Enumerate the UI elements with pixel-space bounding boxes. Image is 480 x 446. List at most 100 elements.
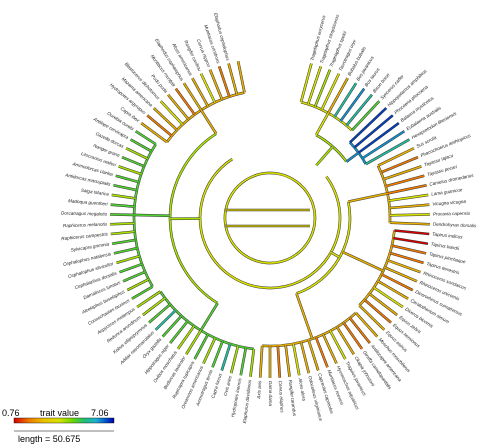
tip-branch-0 — [300, 63, 313, 103]
legend-color-bar — [13, 417, 115, 424]
tip-branch-79 — [121, 156, 145, 168]
stem-b — [330, 251, 341, 259]
tip-branch-49 — [249, 348, 255, 377]
tip-branch-3 — [320, 73, 340, 111]
tip-branch-51 — [230, 345, 239, 374]
tip-branch-59 — [162, 315, 183, 338]
tip-branch-86 — [160, 100, 184, 126]
tip-branch-16 — [383, 165, 422, 181]
tip-branch-29 — [381, 273, 414, 291]
tip-label: Raphicerus campestris — [61, 231, 109, 241]
backbone-4 — [199, 158, 341, 289]
tip-branch-27 — [387, 259, 421, 273]
tip-branch-62 — [142, 297, 166, 316]
group-stem-5 — [200, 302, 219, 331]
tip-branch-21 — [389, 213, 430, 217]
legend: 0.76 trait value 7.06 length = 50.675 — [2, 408, 115, 444]
root-lines — [225, 208, 310, 228]
tip-branch-22 — [389, 221, 430, 226]
tip-label: Cervus elaphus — [278, 381, 285, 414]
tip-label: Raphicerus melanotis — [63, 222, 108, 229]
tip-branch-75 — [111, 194, 136, 200]
tip-branch-23 — [394, 229, 430, 235]
tip-branch-20 — [389, 203, 430, 209]
tip-branch-10 — [353, 114, 394, 149]
legend-title: trait value — [40, 408, 79, 418]
tip-branch-85 — [153, 107, 178, 131]
legend-max-label: 7.06 — [91, 408, 109, 418]
tip-branch-78 — [118, 165, 142, 175]
tip-branch-30 — [377, 280, 409, 300]
root-arc — [224, 202, 229, 234]
tip-branch-8 — [351, 100, 380, 131]
tip-label: Capra hircus — [210, 372, 223, 399]
tip-label: Alces alces — [297, 377, 306, 402]
tip-branch-53 — [211, 340, 224, 368]
tip-branch-50 — [239, 347, 247, 376]
tip-branch-58 — [169, 320, 189, 344]
tip-branch-32 — [368, 293, 398, 316]
tip-branch-60 — [155, 309, 177, 331]
tip-branch-82 — [135, 130, 157, 145]
tip-branch-1 — [307, 66, 322, 105]
tip-label: Dendrohyrax dorsalis — [433, 222, 477, 229]
group-stem-0 — [315, 112, 329, 136]
tip-branch-24 — [393, 237, 429, 245]
tip-branch-74 — [110, 203, 135, 208]
tip-branch-11 — [358, 122, 400, 154]
legend-min-label: 0.76 — [2, 408, 20, 418]
tip-label: Tapirus bairdii — [431, 241, 461, 251]
tip-branch-61 — [148, 303, 171, 324]
tip-branch-87 — [167, 94, 190, 120]
tip-branch-12 — [361, 130, 405, 159]
tip-branch-6 — [339, 88, 365, 122]
tip-branch-72 — [110, 222, 135, 226]
root-loop — [226, 172, 316, 264]
tip-branch-5 — [333, 82, 357, 118]
tip-branch-42 — [307, 339, 320, 371]
tip-branch-18 — [387, 184, 427, 195]
backbone-1 — [315, 134, 348, 163]
tip-branch-45 — [284, 344, 291, 377]
tip-branch-13 — [365, 138, 410, 165]
tip-label: Dama dama — [268, 381, 273, 406]
tip-label: Procavia capensis — [433, 211, 471, 217]
tip-branch-68 — [116, 255, 140, 264]
tip-branch-52 — [220, 343, 231, 371]
tip-branch-4 — [327, 77, 349, 114]
tip-branch-57 — [177, 325, 195, 350]
tip-branch-64 — [131, 285, 154, 300]
tip-branch-54 — [202, 337, 216, 364]
tip-branch-84 — [146, 114, 173, 137]
tip-branch-43 — [300, 341, 310, 374]
group-stem-4 — [295, 293, 314, 340]
tip-branch-31 — [373, 286, 404, 308]
tip-branch-66 — [122, 271, 146, 283]
tip-branch-70 — [111, 239, 136, 245]
tip-branch-34 — [358, 304, 385, 331]
tip-branch-7 — [345, 94, 373, 127]
group-stem-3 — [342, 251, 384, 272]
tip-branch-67 — [119, 263, 143, 273]
tip-label: Saiga tatarica — [81, 188, 110, 197]
group-stem-6 — [134, 214, 171, 217]
tip-label: Sylvicapra grimmia — [70, 241, 110, 252]
tip-branch-9 — [349, 107, 387, 143]
tip-branch-33 — [364, 299, 392, 324]
tip-branch-2 — [314, 69, 331, 108]
tip-branch-65 — [126, 278, 149, 291]
tip-branch-40 — [322, 334, 338, 364]
tip-branch-48 — [259, 345, 263, 378]
tip-label: Madoqua guentheri — [68, 198, 109, 206]
tip-branch-35 — [355, 312, 378, 338]
tip-branch-90 — [191, 77, 209, 107]
tip-label: Lama guanicoe — [431, 187, 463, 197]
tip-branch-41 — [315, 337, 329, 368]
tip-branch-37 — [342, 322, 363, 350]
tip-label: Hydropotes inermis — [230, 377, 242, 418]
group-stem-2 — [348, 192, 388, 203]
tip-branch-17 — [385, 174, 425, 188]
tip-branch-55 — [193, 334, 209, 360]
